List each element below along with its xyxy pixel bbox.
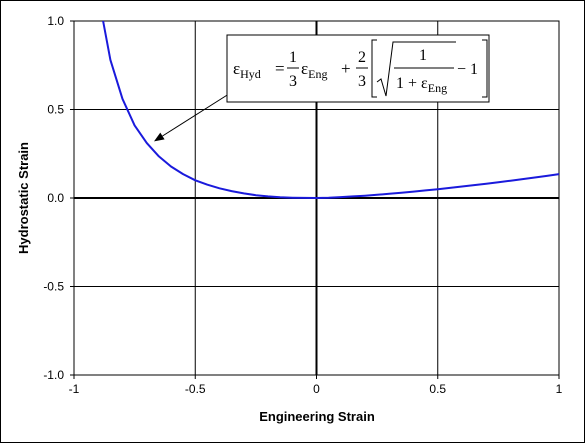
eq-inner-den: 1 + εEng	[396, 75, 447, 95]
y-tick-label: 0.0	[47, 191, 64, 205]
eq-term1: εEng	[301, 59, 327, 81]
eq-frac2-num: 2	[358, 49, 366, 66]
y-axis-title: Hydrostatic Strain	[16, 142, 31, 254]
eq-plus: +	[341, 59, 351, 78]
hydrostatic-strain-line	[102, 20, 560, 199]
annotation-arrow	[162, 91, 233, 137]
x-tick-label: -1	[69, 382, 80, 396]
annotation-arrowhead	[154, 132, 165, 142]
equation-annotation: εHyd = 1 3 εEng + 2 3 1 1 + εEng − 1	[154, 34, 490, 142]
x-tick-label: 1	[556, 382, 563, 396]
x-axis-title: Engineering Strain	[259, 409, 375, 424]
y-tick-label: 0.5	[47, 103, 64, 117]
eq-frac2-den: 3	[358, 73, 366, 90]
eq-frac1-den: 3	[289, 73, 297, 90]
series-layer	[102, 20, 560, 199]
eq-inner-num: 1	[419, 47, 427, 64]
eq-lhs: εHyd	[233, 59, 261, 81]
eq-radical-sign	[376, 41, 456, 97]
y-tick-label: -0.5	[43, 280, 64, 294]
x-tick-label: -0.5	[185, 382, 206, 396]
x-tick-label: 0	[313, 382, 320, 396]
x-tick-label: 0.5	[429, 382, 446, 396]
eq-minus-one: − 1	[457, 61, 478, 78]
eq-equals: =	[275, 59, 285, 78]
eq-right-bracket	[482, 39, 488, 98]
y-tick-label: 1.0	[47, 14, 64, 28]
eq-frac1-num: 1	[289, 49, 297, 66]
eq-left-bracket	[371, 39, 377, 98]
y-tick-label: -1.0	[43, 368, 64, 382]
tick-labels: -1 -0.5 0 0.5 1 1.0 0.5 0.0 -0.5 -1.0	[43, 14, 562, 396]
